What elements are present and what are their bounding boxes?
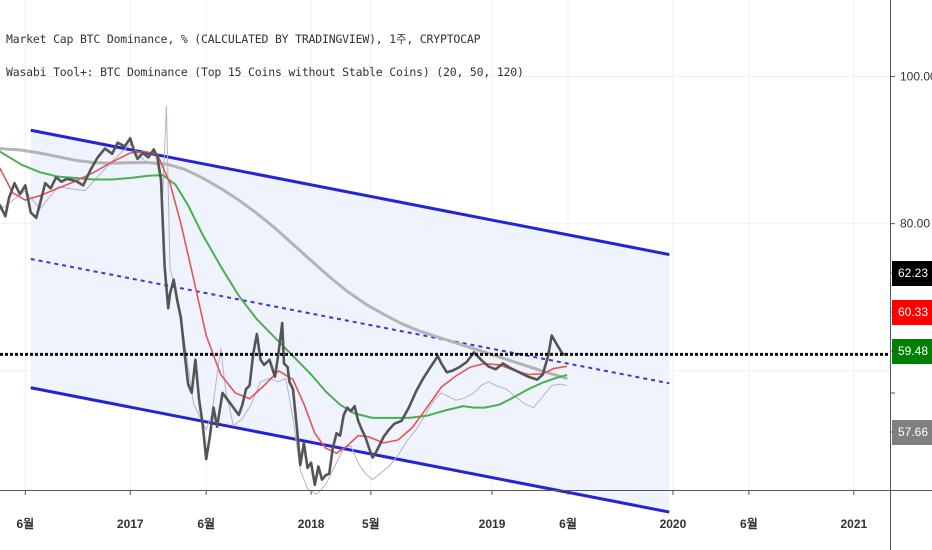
price-tag-4[interactable]: 57.66 <box>898 425 928 439</box>
legend-indicator[interactable]: Wasabi Tool+: BTC Dominance (Top 15 Coin… <box>6 65 524 79</box>
chart-series <box>0 105 568 495</box>
x-tick-label-5: 2019 <box>479 517 506 531</box>
y-tick-label-1: 80.00 <box>900 217 930 231</box>
x-tick-label-0: 6월 <box>16 516 34 531</box>
x-tick-label-4: 5월 <box>362 516 380 531</box>
x-tick-label-9: 2021 <box>840 517 867 531</box>
series-price[interactable] <box>0 137 568 487</box>
x-tick-label-3: 2018 <box>298 517 325 531</box>
price-tag-bg-4 <box>892 420 932 445</box>
legend-main-series[interactable]: Market Cap BTC Dominance, % (CALCULATED … <box>6 32 481 46</box>
x-tick-label-2: 6월 <box>197 516 215 531</box>
x-tick-label-1: 2017 <box>117 517 144 531</box>
series-ma20[interactable] <box>0 150 568 455</box>
y-tick-label-0: 100.00 <box>900 70 932 84</box>
price-tag-bg-2 <box>892 339 932 364</box>
price-tag-1[interactable]: 60.33 <box>898 305 928 319</box>
channel-lower-line[interactable] <box>30 386 670 514</box>
series-ma50[interactable] <box>0 150 568 419</box>
x-tick-label-7: 2020 <box>660 517 687 531</box>
price-tag-bg-1 <box>892 300 932 325</box>
price-tag-0[interactable]: 62.23 <box>898 266 928 280</box>
series-ma120[interactable] <box>0 147 568 380</box>
price-tag-3[interactable]: 58.34 <box>898 386 928 400</box>
y-axis-ticks[interactable]: 100.00 80.00 <box>890 70 932 231</box>
x-tick-label-6: 6월 <box>559 516 577 531</box>
price-tag-bg-0 <box>892 261 932 286</box>
x-axis-ticks[interactable]: 6월 2017 6월 2018 5월 2019 6월 2020 6월 2021 <box>16 490 867 531</box>
series-shadow[interactable] <box>0 105 567 495</box>
price-tag-2[interactable]: 59.48 <box>898 344 928 358</box>
channel-upper-line[interactable] <box>30 128 670 257</box>
channel-fill <box>30 130 670 513</box>
x-tick-label-8: 6월 <box>740 516 758 531</box>
price-tags: 62.23 60.33 59.48 58.34 57.66 <box>890 261 932 445</box>
